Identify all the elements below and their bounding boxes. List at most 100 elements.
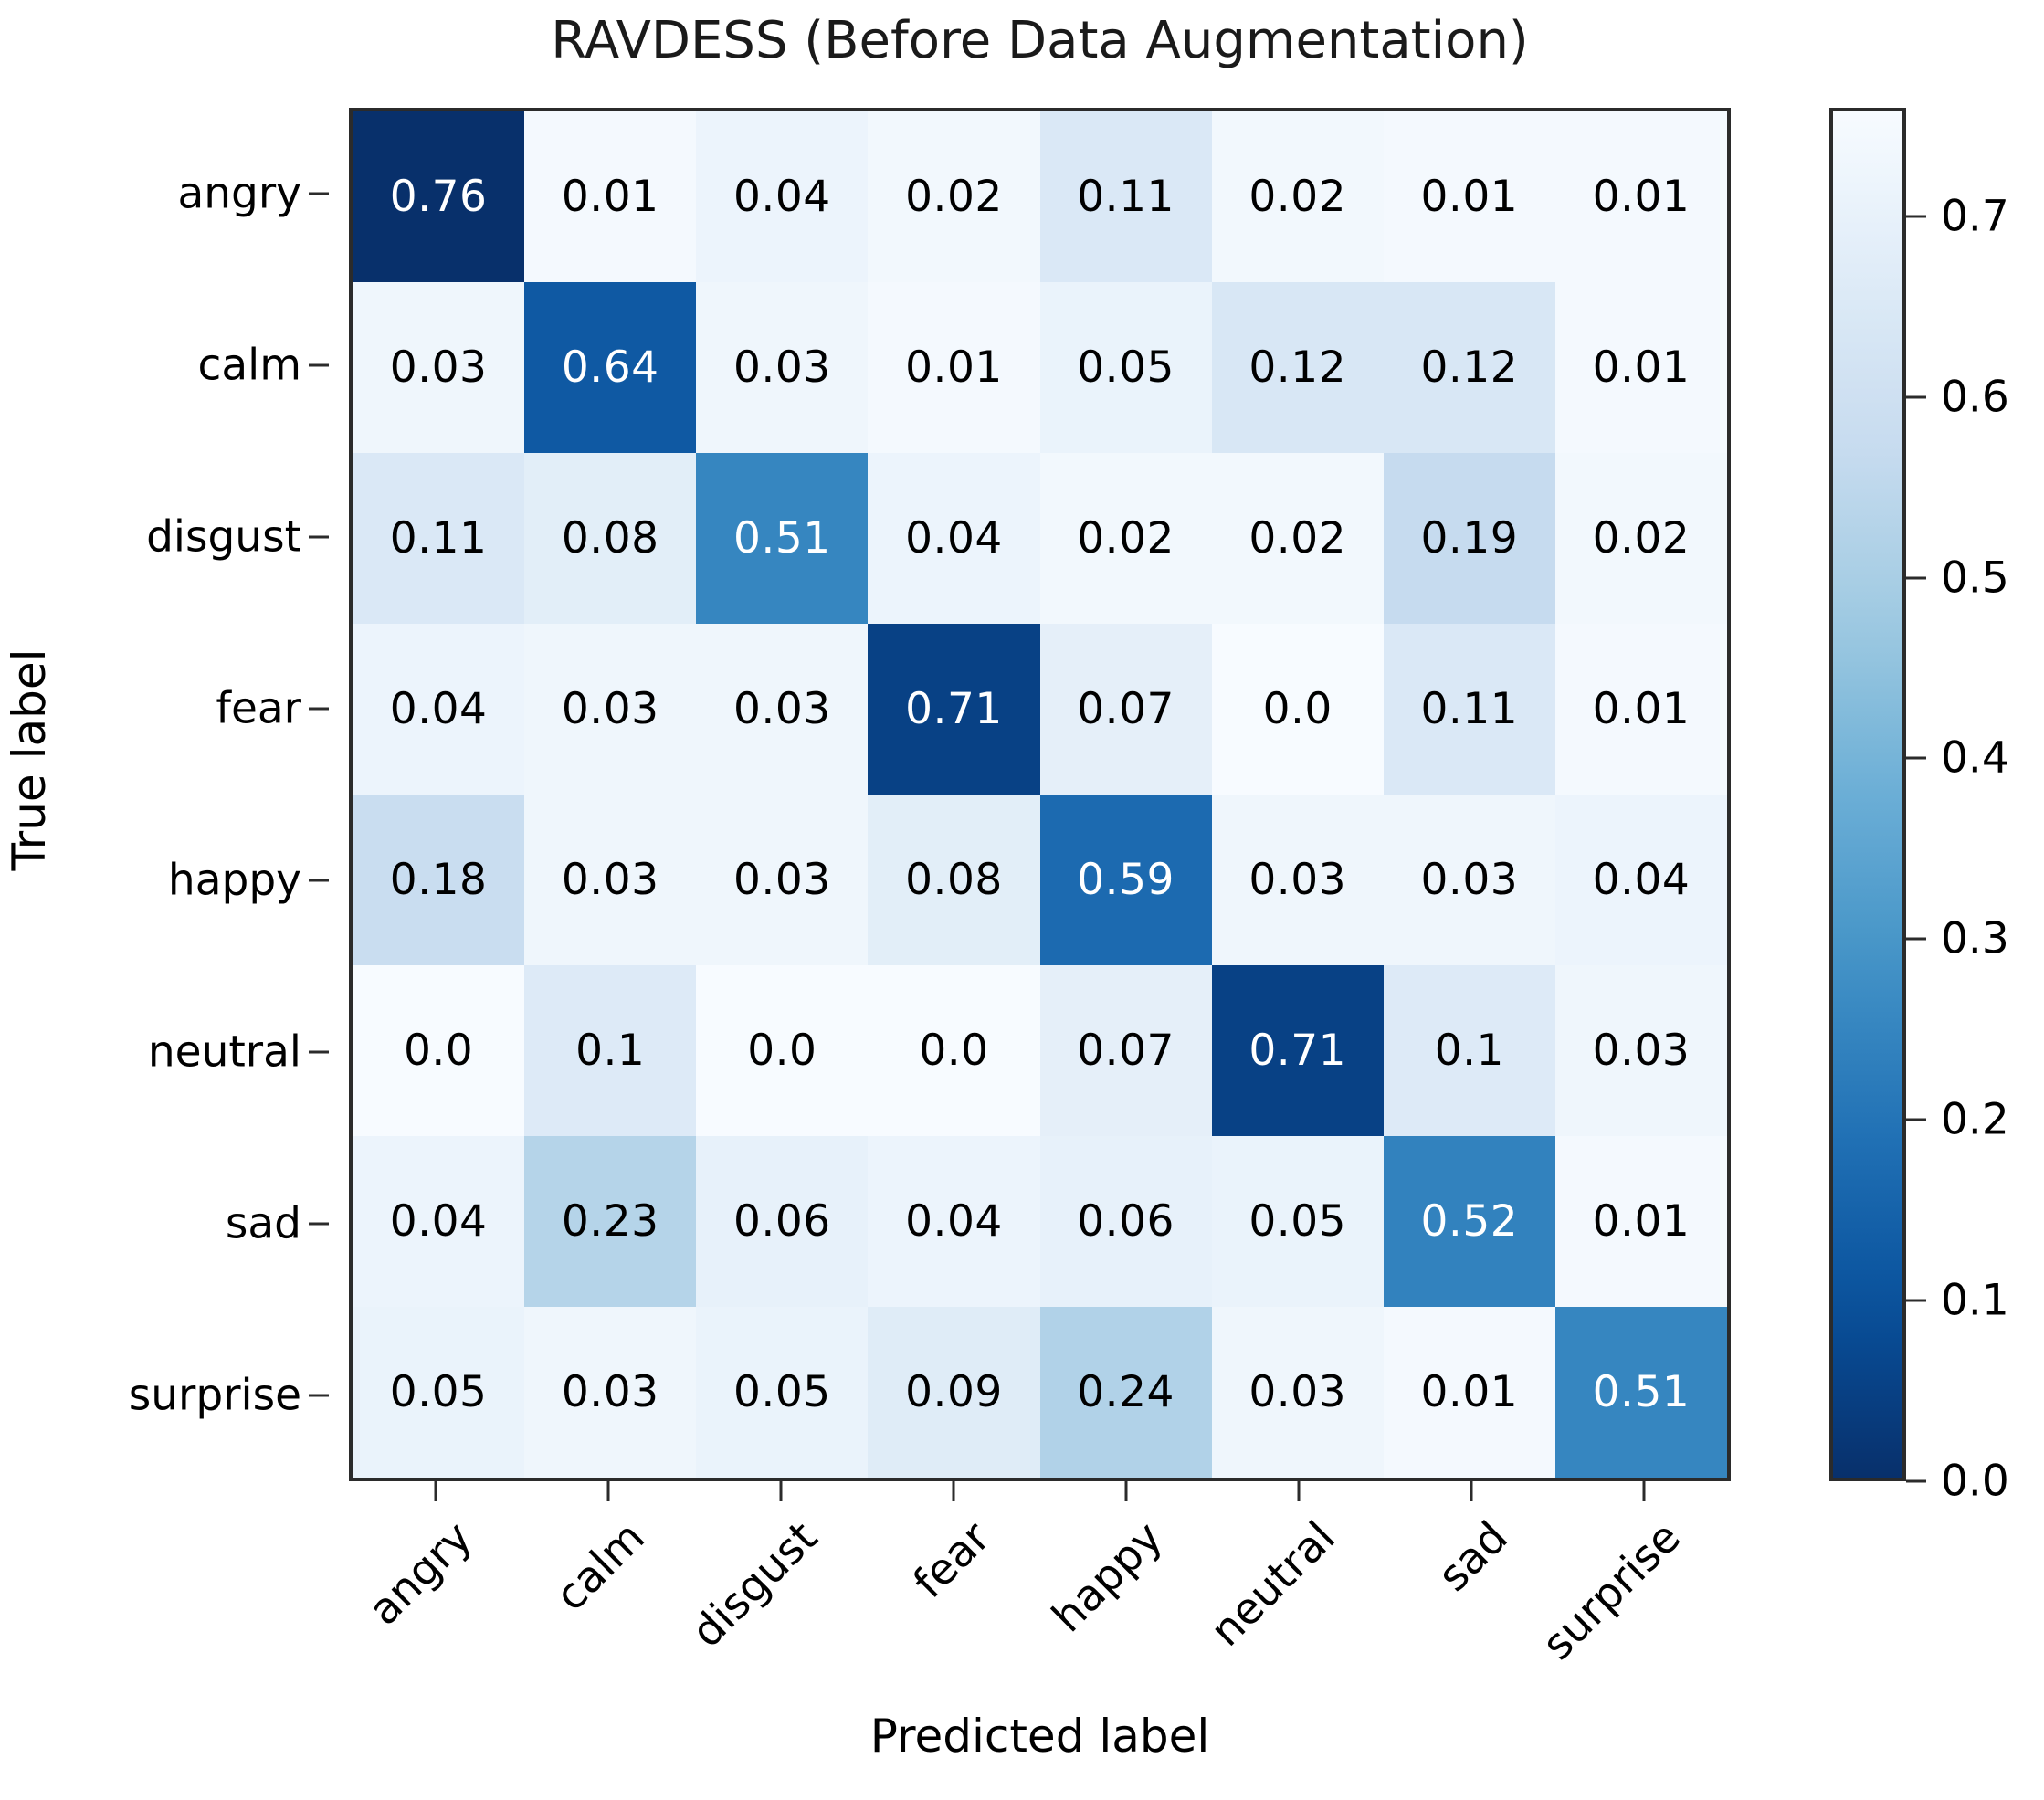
colorbar (1829, 108, 1906, 1481)
page-title: RAVDESS (Before Data Augmentation) (551, 11, 1529, 70)
heatmap-cell: 0.51 (696, 453, 869, 624)
heatmap-cell: 0.03 (696, 624, 869, 795)
heatmap-cell-value: 0.0 (403, 1026, 474, 1076)
heatmap-cell-value: 0.1 (1434, 1026, 1504, 1076)
heatmap-grid: 0.76 0.01 0.04 0.02 0.11 0.02 0.01 0.01 0.03 0.64… (353, 111, 1727, 1478)
heatmap-cell: 0.07 (1039, 965, 1212, 1136)
heatmap-cell: 0.01 (524, 111, 697, 282)
heatmap-cell-value: 0.11 (1420, 684, 1519, 734)
heatmap-cell-value: 0.03 (561, 684, 659, 734)
heatmap-cell: 0.51 (1554, 1307, 1727, 1478)
heatmap-cell: 0.23 (524, 1136, 697, 1307)
y-tick-label: disgust (146, 511, 301, 563)
heatmap-cell-value: 0.03 (732, 855, 831, 905)
heatmap-cell-value: 0.01 (905, 342, 1003, 393)
y-tick-mark (309, 1050, 329, 1054)
x-tick-label: angry (358, 1511, 482, 1636)
heatmap-cell-value: 0.76 (389, 172, 488, 222)
heatmap-cell: 0.02 (1039, 453, 1212, 624)
x-tick-mark (1642, 1481, 1646, 1501)
heatmap-cell: 0.01 (1383, 1307, 1555, 1478)
heatmap-cell: 0.03 (1383, 795, 1555, 965)
heatmap-cell-value: 0.03 (561, 855, 659, 905)
heatmap-cell: 0.12 (1383, 282, 1555, 453)
heatmap-cell: 0.04 (353, 624, 525, 795)
heatmap-cell: 0.18 (353, 795, 525, 965)
heatmap-cell: 0.01 (1554, 282, 1727, 453)
heatmap-cell: 0.59 (1039, 795, 1212, 965)
heatmap-cell-value: 0.03 (732, 684, 831, 734)
x-tick-mark (434, 1481, 437, 1501)
x-axis-label: Predicted label (869, 1710, 1210, 1763)
heatmap-cell-value: 0.07 (1077, 684, 1175, 734)
heatmap-cell: 0.03 (524, 795, 697, 965)
heatmap-cell-value: 0.01 (1420, 1367, 1519, 1417)
heatmap-cell-value: 0.02 (1592, 513, 1691, 563)
heatmap-cell-value: 0.64 (561, 342, 659, 393)
heatmap-cell-value: 0.59 (1077, 855, 1175, 905)
heatmap-cell: 0.71 (868, 624, 1040, 795)
heatmap-cell: 0.08 (868, 795, 1040, 965)
heatmap-cell-value: 0.19 (1420, 513, 1519, 563)
heatmap-cell-value: 0.0 (747, 1026, 817, 1076)
x-tick-label: disgust (681, 1511, 827, 1658)
y-tick-label: angry (177, 168, 301, 219)
heatmap-cell-value: 0.04 (905, 1196, 1003, 1247)
heatmap-cell: 0.04 (696, 111, 869, 282)
heatmap-cell-value: 0.02 (905, 172, 1003, 222)
colorbar-tick-mark (1906, 756, 1926, 760)
y-tick-mark (309, 535, 329, 539)
colorbar-tick-mark (1906, 1479, 1926, 1483)
heatmap-cell: 0.24 (1039, 1307, 1212, 1478)
heatmap-cell: 0.1 (524, 965, 697, 1136)
heatmap-cell: 0.08 (524, 453, 697, 624)
heatmap-cell-value: 0.05 (389, 1367, 488, 1417)
heatmap-cell-value: 0.12 (1249, 342, 1347, 393)
heatmap-cell: 0.03 (353, 282, 525, 453)
y-axis-tick-group: angry calm disgust fear happy neutral sad surpr… (0, 108, 329, 1481)
heatmap-cell: 0.03 (696, 795, 869, 965)
heatmap-cell-value: 0.08 (561, 513, 659, 563)
heatmap-cell-value: 0.11 (389, 513, 488, 563)
heatmap-cell: 0.64 (524, 282, 697, 453)
heatmap-cell: 0.03 (1554, 965, 1727, 1136)
heatmap-cell: 0.01 (1554, 1136, 1727, 1307)
heatmap-cell-value: 0.04 (905, 513, 1003, 563)
y-tick-mark (309, 192, 329, 195)
heatmap-cell-value: 0.71 (905, 684, 1003, 734)
heatmap-cell: 0.0 (1211, 624, 1384, 795)
heatmap-cell-value: 0.09 (905, 1367, 1003, 1417)
y-tick-label: calm (197, 340, 301, 391)
heatmap-cell: 0.0 (868, 965, 1040, 1136)
y-tick-mark (309, 879, 329, 882)
heatmap-cell: 0.1 (1383, 965, 1555, 1136)
y-tick-mark (309, 1394, 329, 1397)
x-tick-mark (1124, 1481, 1128, 1501)
heatmap-cell-value: 0.0 (1262, 684, 1333, 734)
y-tick-label: fear (216, 683, 301, 734)
x-tick-mark (606, 1481, 610, 1501)
heatmap-plot-area: 0.76 0.01 0.04 0.02 0.11 0.02 0.01 0.01 0.03 0.64… (349, 108, 1731, 1481)
heatmap-cell: 0.01 (1383, 111, 1555, 282)
x-tick-label: happy (1042, 1511, 1173, 1643)
colorbar-tick-label: 0.1 (1941, 1275, 2009, 1326)
heatmap-cell: 0.03 (1211, 795, 1384, 965)
heatmap-cell: 0.04 (868, 453, 1040, 624)
heatmap-cell: 0.05 (353, 1307, 525, 1478)
heatmap-cell-value: 0.71 (1249, 1026, 1347, 1076)
heatmap-cell-value: 0.03 (732, 342, 831, 393)
y-tick-mark (309, 363, 329, 367)
heatmap-cell-value: 0.52 (1420, 1196, 1519, 1247)
heatmap-cell: 0.05 (1039, 282, 1212, 453)
heatmap-cell: 0.71 (1211, 965, 1384, 1136)
x-tick-mark (779, 1481, 783, 1501)
colorbar-tick-label: 0.5 (1941, 553, 2009, 604)
heatmap-cell-value: 0.24 (1077, 1367, 1175, 1417)
heatmap-cell-value: 0.05 (1249, 1196, 1347, 1247)
heatmap-cell-value: 0.07 (1077, 1026, 1175, 1076)
heatmap-cell: 0.11 (1039, 111, 1212, 282)
heatmap-cell-value: 0.0 (919, 1026, 989, 1076)
heatmap-cell-value: 0.04 (389, 1196, 488, 1247)
y-tick-mark (309, 1222, 329, 1226)
colorbar-tick-label: 0.2 (1941, 1094, 2009, 1145)
